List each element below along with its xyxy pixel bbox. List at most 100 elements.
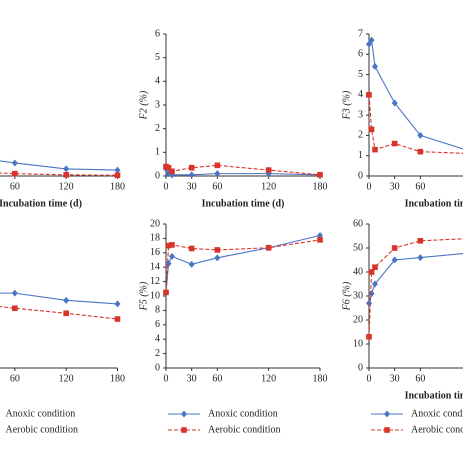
marker-square	[366, 92, 372, 98]
y-tick-label: 1	[358, 150, 363, 161]
y-tick-label: 14	[150, 261, 160, 272]
y-tick-label: 50	[353, 242, 363, 253]
legend-label: Aerobic condition	[6, 424, 78, 435]
marker-diamond	[114, 300, 121, 308]
y-tick-label: 6	[155, 319, 160, 330]
x-tick-label: 0	[164, 373, 169, 384]
series-line	[368, 38, 463, 150]
x-tick-label: 180	[313, 373, 328, 384]
x-tick-label: 120	[59, 373, 74, 384]
y-tick-label: 18	[150, 233, 160, 244]
marker-square	[368, 269, 375, 275]
series-line	[368, 253, 463, 304]
marker-square	[391, 245, 398, 251]
marker-diamond	[417, 254, 424, 262]
marker-square	[372, 146, 378, 153]
x-tick-label: 30	[390, 373, 400, 384]
marker-square	[165, 242, 172, 249]
x-axis-label: Incubation time (d)	[405, 390, 463, 401]
marker-diamond	[63, 296, 70, 304]
marker-square	[372, 264, 378, 270]
y-tick-label: 5	[358, 69, 363, 80]
y-axis-label: F6 (%)	[341, 281, 352, 311]
y-tick-label: 0	[155, 362, 160, 373]
marker-square	[368, 126, 375, 133]
y-tick-label: 4	[155, 333, 160, 344]
y-tick-label: 3	[155, 99, 160, 110]
x-tick-label: 180	[110, 373, 125, 384]
marker-square	[163, 289, 169, 296]
marker-diamond	[214, 254, 221, 262]
marker-diamond	[371, 280, 378, 288]
marker-diamond	[371, 62, 378, 70]
marker-square	[188, 164, 195, 171]
x-tick-label: 30	[187, 373, 197, 384]
marker-square	[417, 148, 424, 155]
marker-diamond	[368, 290, 375, 298]
y-tick-label: 12	[150, 276, 160, 287]
marker-diamond	[366, 299, 372, 307]
y-tick-label: 20	[353, 314, 363, 325]
marker-square	[169, 168, 175, 175]
y-tick-label: 7	[358, 28, 363, 39]
y-tick-label: 60	[353, 218, 363, 229]
y-tick-label: 8	[155, 305, 160, 316]
series-line	[368, 238, 463, 337]
y-tick-label: 6	[155, 28, 160, 39]
marker-square	[114, 316, 121, 322]
marker-diamond	[168, 252, 175, 260]
y-tick-label: 10	[353, 338, 363, 349]
series-line	[0, 160, 118, 171]
marker-diamond	[181, 410, 187, 418]
marker-square	[265, 244, 272, 251]
y-axis-label: F5 (%)	[138, 281, 149, 311]
marker-diamond	[384, 410, 390, 418]
legend-label: Anoxic condition	[208, 408, 278, 419]
y-tick-label: 5	[155, 52, 160, 63]
marker-diamond	[63, 165, 70, 173]
marker-square	[169, 242, 175, 248]
x-tick-label: 180	[110, 181, 125, 192]
marker-square	[63, 310, 69, 317]
y-tick-label: 2	[358, 130, 363, 141]
marker-square	[165, 164, 172, 171]
x-tick-label: 60	[212, 373, 222, 384]
y-tick-label: 0	[358, 170, 363, 181]
y-tick-label: 10	[150, 290, 160, 301]
marker-square	[214, 247, 221, 253]
x-tick-label: 60	[212, 181, 222, 192]
marker-square	[114, 172, 121, 179]
x-tick-label: 30	[390, 181, 400, 192]
series-line	[0, 292, 118, 305]
legend-label: Anoxic condition	[6, 408, 76, 419]
y-tick-label: 6	[358, 49, 363, 60]
y-tick-label: 0	[155, 170, 160, 181]
marker-square	[12, 170, 18, 177]
y-tick-label: 1	[155, 147, 160, 158]
y-tick-label: 0	[358, 362, 363, 373]
marker-square	[265, 167, 272, 173]
marker-square	[12, 305, 18, 312]
marker-square	[63, 172, 69, 178]
marker-diamond	[391, 256, 398, 264]
marker-square	[417, 238, 424, 244]
y-tick-label: 2	[155, 123, 160, 134]
marker-square	[214, 162, 221, 169]
marker-square	[317, 172, 323, 178]
y-tick-label: 3	[358, 109, 363, 120]
y-tick-label: 30	[353, 290, 363, 301]
x-tick-label: 0	[164, 181, 169, 192]
marker-diamond	[391, 99, 398, 107]
y-tick-label: 2	[155, 348, 160, 359]
y-tick-label: 4	[358, 89, 363, 100]
marker-diamond	[368, 36, 375, 44]
x-tick-label: 120	[59, 181, 74, 192]
y-axis-label: F2 (%)	[138, 90, 149, 120]
marker-square	[188, 245, 195, 252]
legend-label: Aerobic condition	[208, 424, 280, 435]
x-tick-label: 60	[10, 181, 20, 192]
marker-diamond	[214, 170, 221, 178]
x-tick-label: 0	[367, 181, 372, 192]
marker-diamond	[188, 260, 195, 268]
